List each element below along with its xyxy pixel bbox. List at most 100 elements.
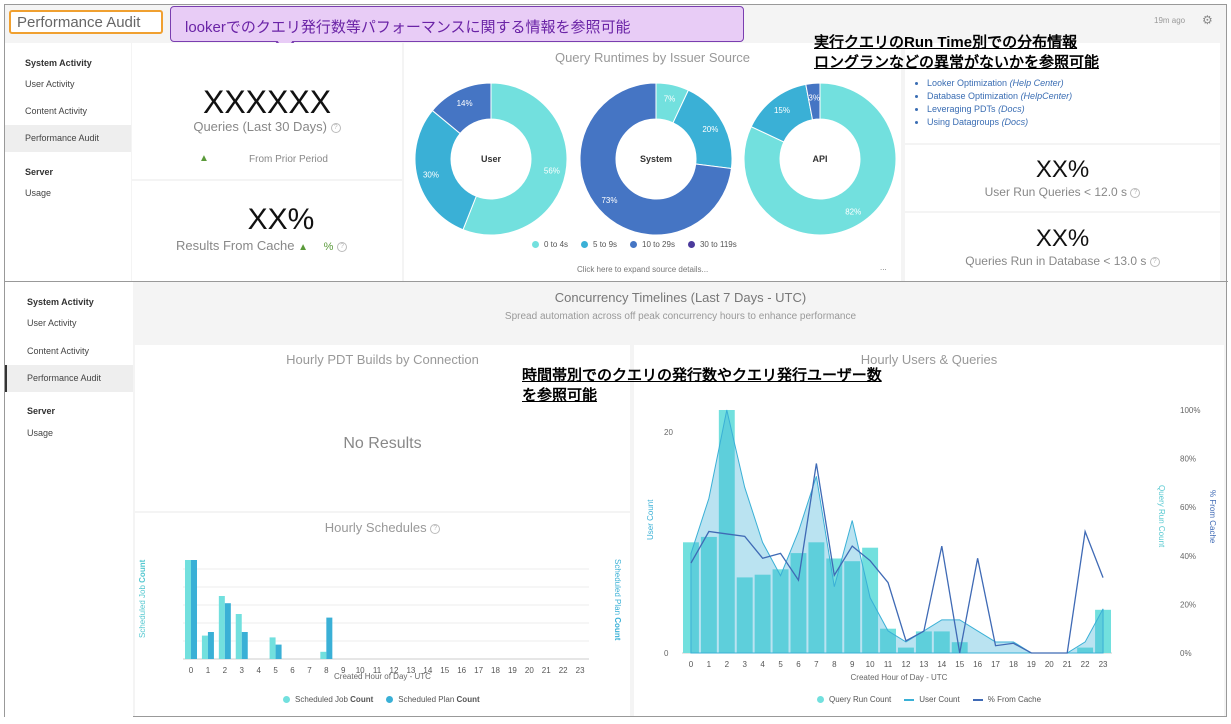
bar — [808, 542, 825, 653]
slice-label: 73% — [601, 196, 617, 205]
schedules-legend: Scheduled Job Count Scheduled Plan Count — [283, 695, 480, 704]
x-tick-label: 18 — [491, 666, 500, 675]
x-tick-label: 20 — [525, 666, 534, 675]
queries-label: Queries (Last 30 Days) ? — [132, 119, 402, 134]
gear-icon[interactable]: ⚙ — [1202, 13, 1213, 27]
schedules-tile: Hourly Schedules ? Scheduled Job Count S… — [135, 513, 630, 716]
donut-center-label: API — [812, 154, 827, 164]
link-item[interactable]: Leveraging PDTs (Docs) — [927, 103, 1072, 116]
prior-period-label: From Prior Period — [249, 154, 328, 165]
donut-slice — [431, 82, 492, 135]
bar — [718, 410, 735, 653]
info-icon: ? — [330, 122, 341, 133]
queries-tile: XXXXXX Queries (Last 30 Days) ? ▲ From P… — [132, 43, 402, 179]
x-tick-label: 7 — [814, 660, 819, 669]
x-tick-label: 1 — [707, 660, 712, 669]
x-tick-label: 19 — [508, 666, 517, 675]
bar — [241, 632, 248, 659]
expand-source-link[interactable]: Click here to expand source details... — [577, 265, 709, 274]
sidebar-item-usage[interactable]: Usage — [25, 188, 52, 198]
uq-xlabel: Created Hour of Day - UTC — [850, 673, 948, 682]
links-tile: Looker Optimization (Help Center) Databa… — [905, 43, 1220, 143]
legend-swatch-cache — [972, 698, 983, 701]
legend-swatch-plan — [386, 696, 394, 703]
legend-swatch-job — [283, 696, 290, 703]
x-tick-label: 2 — [223, 666, 228, 675]
donut-slice — [414, 109, 477, 231]
sidebar-item-user-activity[interactable]: User Activity — [25, 79, 75, 89]
bar — [191, 560, 197, 659]
bar — [736, 577, 753, 653]
time-ago: 19m ago — [1154, 16, 1186, 25]
bar — [862, 547, 879, 653]
cache-tile: XX% Results From Cache ▲ % ? — [132, 181, 402, 281]
x-tick-label: 8 — [324, 666, 329, 675]
concurrency-subtitle: Spread automation across off peak concur… — [504, 311, 857, 322]
runtimes-donut-chart: 56% 30% 14% User 7% 20% 73% System 82% 15% 3% API — [414, 82, 897, 236]
sidebar-item-usage[interactable]: Usage — [27, 428, 54, 438]
x-tick-label: 22 — [1081, 660, 1090, 669]
sidebar-item-content-activity[interactable]: Content Activity — [25, 106, 88, 116]
sidebar-item-user-activity[interactable]: User Activity — [27, 318, 77, 328]
link-item[interactable]: Looker Optimization (Help Center) — [927, 77, 1072, 90]
bar — [275, 644, 282, 659]
bar — [207, 632, 214, 659]
x-tick-label: 12 — [390, 666, 399, 675]
cache-line — [690, 463, 1104, 654]
section-divider — [5, 281, 1228, 282]
y-tick-right: 40% — [1180, 552, 1196, 561]
sidebar-item-performance-audit[interactable]: Performance Audit — [27, 373, 102, 383]
legend-label: Scheduled Job Count — [295, 695, 374, 704]
x-tick-label: 5 — [778, 660, 783, 669]
donut-slice — [805, 82, 821, 121]
legend-swatch-3 — [687, 241, 695, 248]
bar — [224, 603, 231, 659]
cache-up-arrow-icon: ▲ — [298, 242, 309, 253]
user-run-tile: XX% User Run Queries < 12.0 s ? — [905, 145, 1220, 211]
info-icon: ? — [1149, 256, 1160, 267]
x-tick-label: 15 — [955, 660, 964, 669]
y-tick-left: 0 — [664, 649, 669, 658]
sidebar-section-system-activity: System Activity — [27, 297, 94, 307]
x-tick-label: 18 — [1009, 660, 1018, 669]
pdt-title: Hourly PDT Builds by Connection — [286, 352, 479, 367]
x-tick-label: 12 — [902, 660, 911, 669]
bar — [951, 642, 968, 653]
legend-label: % From Cache — [987, 695, 1042, 704]
y-tick-right: 80% — [1180, 455, 1196, 464]
concurrency-title: Concurrency Timelines (Last 7 Days - UTC… — [554, 290, 807, 305]
legend-label: 5 to 9s — [593, 240, 618, 249]
x-tick-label: 4 — [256, 666, 261, 675]
x-tick-label: 23 — [1099, 660, 1108, 669]
x-tick-label: 20 — [1045, 660, 1054, 669]
link-item[interactable]: Database Optimization (HelpCenter) — [927, 90, 1072, 103]
x-tick-label: 13 — [406, 666, 415, 675]
sidebar-bottom — [5, 282, 133, 718]
x-tick-label: 3 — [742, 660, 747, 669]
more-menu[interactable]: ... — [880, 263, 887, 272]
slice-label: 20% — [702, 125, 718, 134]
slice-label: 7% — [664, 94, 676, 103]
legend-label: Scheduled Plan Count — [398, 695, 480, 704]
bar — [1077, 647, 1094, 653]
annotation-runtime-line2: ロングランなどの異常がないかを参照可能 — [814, 54, 1100, 71]
y-tick-right: 20% — [1180, 600, 1196, 609]
bar — [880, 628, 896, 653]
sidebar-item-content-activity[interactable]: Content Activity — [27, 346, 90, 356]
runtimes-legend: 0 to 4s 5 to 9s 10 to 29s 30 to 119s — [532, 240, 737, 249]
schedules-title: Hourly Schedules ? — [135, 520, 630, 535]
cache-pct: % — [323, 241, 334, 253]
users-queries-tile: Hourly Users & Queries User Count Query … — [634, 345, 1224, 716]
sidebar-active-bg — [5, 125, 131, 152]
dashboard-frame: Performance Audit lookerでのクエリ発行数等パフォーマンス… — [4, 4, 1228, 718]
bar — [915, 631, 932, 653]
bar — [185, 560, 191, 659]
pdt-tile: Hourly PDT Builds by Connection No Resul… — [135, 345, 630, 511]
x-tick-label: 11 — [373, 666, 382, 675]
sidebar-item-performance-audit[interactable]: Performance Audit — [25, 133, 100, 143]
link-item[interactable]: Using Datagroups (Docs) — [927, 116, 1072, 129]
sidebar-section-server: Server — [27, 406, 56, 416]
pdt-empty-message: No Results — [343, 435, 422, 452]
legend-label: 30 to 119s — [699, 240, 737, 249]
